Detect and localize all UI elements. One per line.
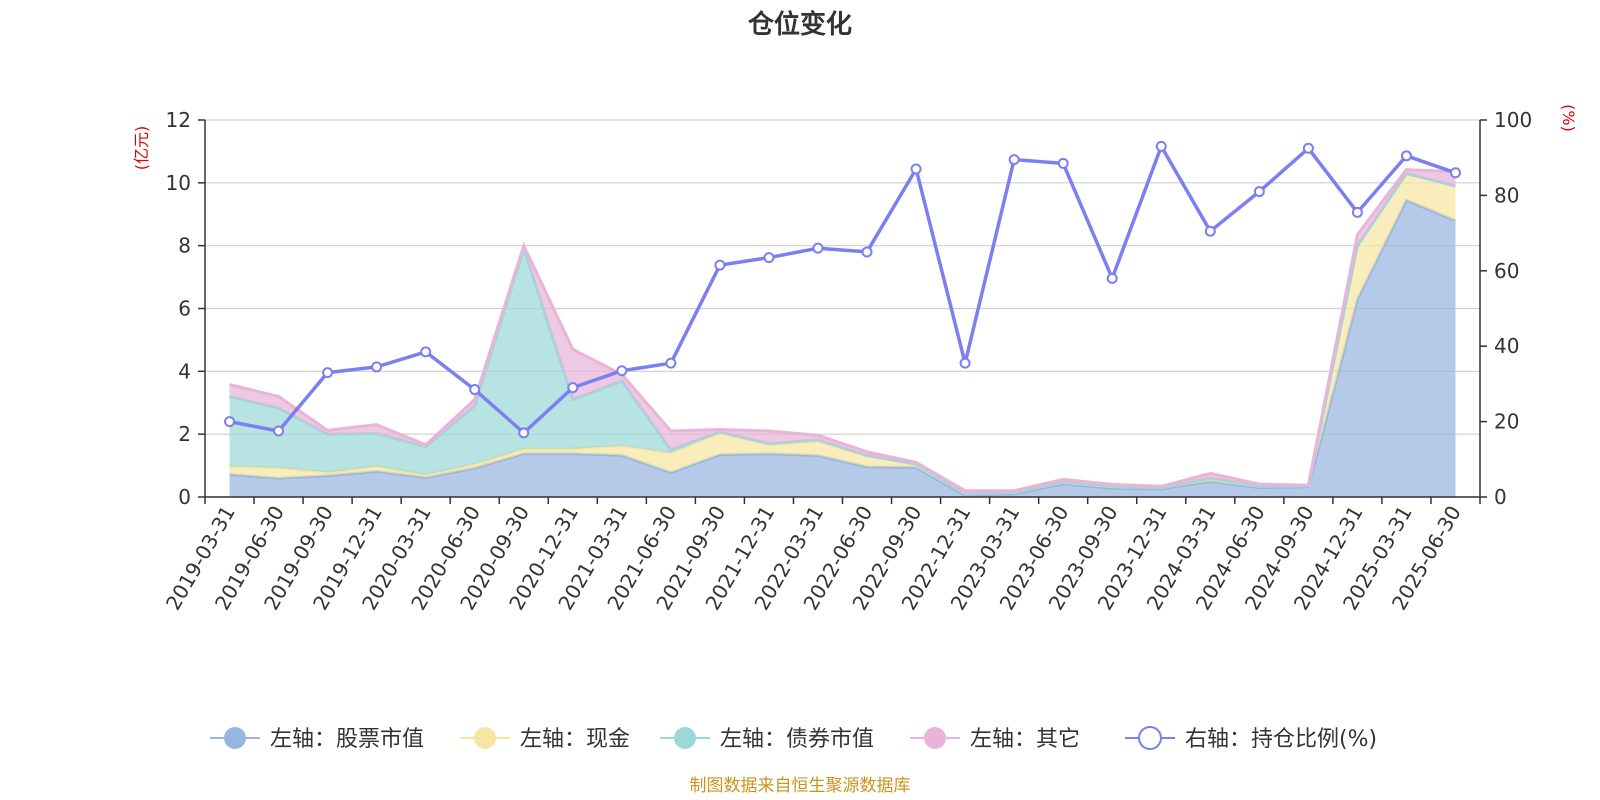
area-series-3	[229, 173, 1456, 494]
ratio-point	[959, 357, 971, 369]
axes: 0246810120204060801002019-03-312019-06-3…	[161, 108, 1532, 614]
right-tick-label: 80	[1494, 183, 1519, 207]
ratio-point	[714, 259, 726, 271]
legend-marker-icon	[924, 727, 946, 749]
left-tick-label: 0	[178, 485, 191, 509]
ratio-point	[1155, 140, 1167, 152]
legend-item-4[interactable]: 左轴：其它	[910, 727, 1080, 752]
ratio-point	[567, 382, 579, 394]
legend-marker-icon	[1138, 726, 1162, 750]
ratio-point	[1302, 142, 1314, 154]
right-tick-label: 0	[1494, 485, 1507, 509]
legend-label: 右轴：持仓比例(%)	[1185, 727, 1377, 752]
legend-item-5[interactable]: 右轴：持仓比例(%)	[1125, 726, 1377, 752]
ratio-point	[518, 427, 530, 439]
ratio-point	[1057, 157, 1069, 169]
ratio-point	[910, 163, 922, 175]
right-axis-unit: (%)	[1559, 104, 1578, 132]
legend-item-3[interactable]: 左轴：债券市值	[660, 727, 874, 752]
legend-item-2[interactable]: 左轴：现金	[460, 727, 630, 752]
left-tick-label: 10	[166, 171, 191, 195]
left-tick-label: 4	[178, 359, 191, 383]
grid-lines	[205, 119, 1480, 498]
right-tick-label: 40	[1494, 334, 1519, 358]
ratio-point	[616, 365, 628, 377]
left-tick-label: 12	[166, 108, 191, 132]
ratio-point	[420, 346, 432, 358]
ratio-point	[812, 242, 824, 254]
legend-label: 左轴：其它	[970, 727, 1080, 752]
legend: 左轴：股票市值 左轴：现金 左轴：债券市值 左轴：其它 右轴：持仓比例(%)	[210, 726, 1377, 752]
ratio-point	[224, 416, 236, 428]
legend-marker-icon	[224, 727, 246, 749]
source-note: 制图数据来自恒生聚源数据库	[690, 776, 911, 796]
legend-label: 左轴：股票市值	[270, 727, 424, 752]
right-tick-label: 60	[1494, 259, 1519, 283]
legend-marker-icon	[674, 727, 696, 749]
legend-item-1[interactable]: 左轴：股票市值	[210, 727, 424, 752]
ratio-point	[322, 367, 334, 379]
right-tick-label: 100	[1494, 108, 1532, 132]
position-ratio-line	[224, 140, 1461, 439]
left-tick-label: 2	[178, 422, 191, 446]
left-tick-label: 8	[178, 234, 191, 258]
ratio-point	[1400, 150, 1412, 162]
ratio-point	[1253, 186, 1265, 198]
ratio-point	[273, 425, 285, 437]
ratio-point	[1008, 154, 1020, 166]
left-tick-label: 6	[178, 297, 191, 321]
ratio-line-path	[229, 144, 1457, 435]
ratio-point	[1204, 225, 1216, 237]
legend-label: 左轴：债券市值	[720, 727, 874, 752]
ratio-point	[469, 384, 481, 396]
left-axis-unit: (亿元)	[132, 126, 151, 171]
ratio-point	[1351, 206, 1363, 218]
chart-title: 仓位变化	[747, 9, 852, 40]
legend-label: 左轴：现金	[520, 727, 630, 752]
ratio-point	[1449, 167, 1461, 179]
legend-marker-icon	[474, 727, 496, 749]
ratio-point	[371, 361, 383, 373]
ratio-point	[665, 357, 677, 369]
ratio-point	[1106, 272, 1118, 284]
ratio-point	[861, 246, 873, 258]
area-series-1	[229, 200, 1456, 497]
area-edge-series-4	[229, 168, 1456, 493]
right-tick-label: 20	[1494, 410, 1519, 434]
stacked-areas	[229, 168, 1457, 497]
ratio-point	[763, 252, 775, 264]
